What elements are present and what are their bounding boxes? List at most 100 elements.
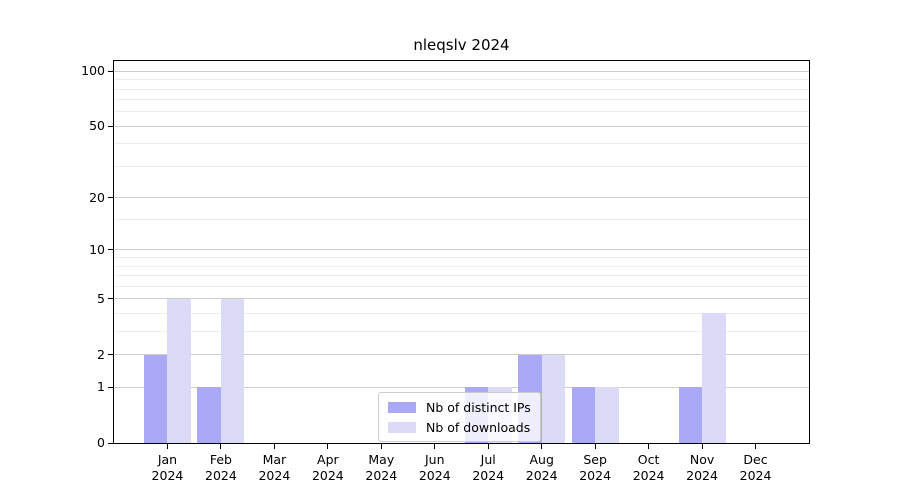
x-tick-month: Jun [425, 452, 445, 467]
x-tick-label-may: May 2024 [351, 452, 411, 484]
x-tick-label-apr: Apr 2024 [298, 452, 358, 484]
legend-label-downloads: Nb of downloads [426, 419, 531, 435]
minor-gridline [114, 275, 809, 276]
x-tick-month: Aug [529, 452, 554, 467]
x-tick-month: Nov [689, 452, 715, 467]
legend-item-distinct-ips: Nb of distinct IPs [388, 397, 531, 417]
minor-gridline [114, 219, 809, 221]
legend-swatch-distinct-ips [388, 401, 416, 413]
y-tick-mark [108, 125, 113, 127]
x-tick-year: 2024 [151, 468, 184, 483]
x-tick-month: May [368, 452, 395, 467]
y-tick-label: 100 [81, 63, 105, 79]
x-tick-month: Jul [480, 452, 496, 467]
y-tick-mark [108, 70, 113, 72]
major-gridline [114, 249, 809, 251]
x-tick-mark [701, 444, 703, 449]
x-tick-mark [273, 444, 275, 449]
x-tick-mark [594, 444, 596, 449]
x-tick-label-mar: Mar 2024 [244, 452, 304, 484]
x-tick-label-feb: Feb 2024 [191, 452, 251, 484]
legend-swatch-downloads [388, 421, 416, 433]
y-tick-label: 2 [97, 346, 105, 362]
x-tick-year: 2024 [365, 468, 398, 483]
bar-downloads-jan [167, 298, 191, 443]
x-tick-label-nov: Nov 2024 [672, 452, 732, 484]
x-tick-year: 2024 [472, 468, 505, 483]
minor-gridline [114, 111, 809, 113]
x-tick-month: Apr [317, 452, 339, 467]
major-gridline [114, 386, 809, 388]
x-tick-mark [380, 444, 382, 449]
minor-gridline [114, 79, 809, 81]
bar-downloads-feb [220, 298, 245, 443]
x-tick-label-jan: Jan 2024 [137, 452, 197, 484]
x-tick-year: 2024 [632, 468, 665, 483]
bar-distinct-ips-nov [678, 387, 703, 443]
x-tick-year: 2024 [579, 468, 612, 483]
y-tick-label: 0 [97, 435, 105, 450]
x-tick-year: 2024 [525, 468, 558, 483]
major-gridline [114, 70, 809, 72]
x-tick-month: Feb [209, 452, 232, 467]
y-tick-label: 5 [97, 290, 105, 306]
bar-distinct-ips-feb [197, 387, 221, 443]
x-tick-label-jul: Jul 2024 [458, 452, 518, 484]
x-tick-year: 2024 [258, 468, 291, 483]
bar-downloads-sep [595, 387, 619, 443]
minor-gridline [114, 257, 809, 259]
major-gridline [114, 197, 809, 199]
major-gridline [114, 125, 809, 127]
legend: Nb of distinct IPs Nb of downloads [378, 392, 541, 442]
y-tick-mark [108, 298, 113, 300]
major-gridline [114, 298, 809, 300]
x-tick-year: 2024 [205, 468, 237, 483]
x-tick-month: Mar [262, 452, 287, 467]
x-tick-label-sep: Sep 2024 [565, 452, 625, 484]
legend-label-distinct-ips: Nb of distinct IPs [426, 399, 531, 415]
x-tick-label-dec: Dec 2024 [726, 452, 786, 484]
minor-gridline [114, 312, 809, 314]
x-tick-year: 2024 [311, 468, 344, 483]
plot-area: Nb of distinct IPs Nb of downloads [113, 60, 810, 444]
bar-distinct-ips-jan [143, 354, 168, 443]
y-tick-label: 1 [97, 379, 105, 395]
x-tick-mark [541, 444, 543, 449]
major-gridline [114, 354, 809, 355]
x-tick-month: Sep [583, 452, 607, 467]
x-tick-label-aug: Aug 2024 [512, 452, 572, 484]
x-tick-label-jun: Jun 2024 [405, 452, 465, 484]
y-tick-mark [108, 249, 113, 251]
bar-downloads-nov [702, 313, 726, 443]
minor-gridline [114, 88, 809, 90]
chart-title: nleqslv 2024 [413, 36, 510, 54]
y-tick-mark [108, 386, 113, 388]
minor-gridline [114, 143, 809, 145]
minor-gridline [114, 285, 809, 287]
x-tick-year: 2024 [739, 468, 772, 483]
x-tick-month: Jan [157, 452, 178, 467]
minor-gridline [114, 265, 809, 267]
x-tick-year: 2024 [686, 468, 718, 483]
x-tick-mark [755, 444, 757, 449]
x-tick-month: Oct [637, 452, 660, 467]
x-tick-label-oct: Oct 2024 [619, 452, 679, 484]
minor-gridline [114, 99, 809, 101]
y-tick-mark [108, 354, 113, 355]
x-tick-mark [487, 444, 489, 449]
x-tick-mark [648, 444, 650, 449]
y-tick-label: 20 [89, 189, 105, 205]
x-tick-month: Dec [743, 452, 768, 467]
x-tick-mark [434, 444, 436, 449]
bar-downloads-aug [541, 354, 566, 443]
x-tick-mark [327, 444, 329, 449]
x-tick-year: 2024 [418, 468, 451, 483]
y-tick-mark [108, 197, 113, 199]
y-tick-label: 10 [89, 241, 105, 257]
minor-gridline [114, 165, 809, 167]
y-tick-label: 50 [89, 118, 105, 134]
x-tick-mark [220, 444, 222, 449]
y-tick-mark [108, 442, 113, 444]
bar-distinct-ips-sep [571, 387, 596, 443]
